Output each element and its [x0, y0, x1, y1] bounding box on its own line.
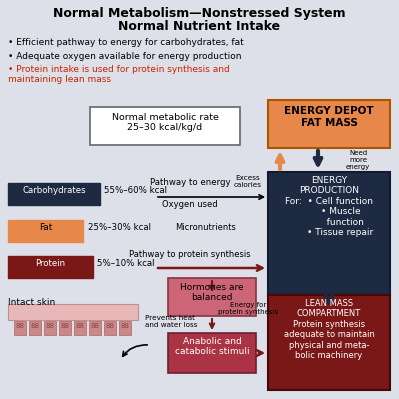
Text: Hormones are
balanced: Hormones are balanced	[180, 283, 244, 302]
Text: • Efficient pathway to energy for carbohydrates, fat: • Efficient pathway to energy for carboh…	[8, 38, 244, 47]
Bar	[59, 321, 71, 335]
Text: ENERGY DEPOT
FAT MASS: ENERGY DEPOT FAT MASS	[284, 106, 374, 128]
Text: 25%–30% kcal: 25%–30% kcal	[88, 223, 151, 232]
Text: LEAN MASS
COMPARTMENT
Protein synthesis
adequate to maintain
physical and meta-
: LEAN MASS COMPARTMENT Protein synthesis …	[284, 299, 374, 360]
Text: Energy for
protein synthesis: Energy for protein synthesis	[218, 302, 278, 315]
Text: Anabolic and
catabolic stimuli: Anabolic and catabolic stimuli	[175, 337, 249, 356]
Text: ENERGY
PRODUCTION
For:  • Cell function
        • Muscle
           function
   : ENERGY PRODUCTION For: • Cell function •…	[284, 176, 373, 237]
Bar	[268, 172, 390, 295]
Text: 5%–10% kcal: 5%–10% kcal	[97, 259, 154, 268]
Text: 88: 88	[120, 323, 130, 329]
Bar	[14, 321, 26, 335]
Text: Fat: Fat	[40, 223, 53, 232]
Text: 88: 88	[105, 323, 115, 329]
Text: 88: 88	[75, 323, 85, 329]
Bar	[268, 295, 390, 390]
Text: Micronutrients: Micronutrients	[175, 223, 236, 232]
Text: Intact skin: Intact skin	[8, 298, 55, 307]
Text: 55%–60% kcal: 55%–60% kcal	[104, 186, 167, 195]
Text: Normal metabolic rate
25–30 kcal/kg/d: Normal metabolic rate 25–30 kcal/kg/d	[112, 113, 218, 132]
Bar	[268, 100, 390, 148]
Text: Pathway to protein synthesis: Pathway to protein synthesis	[129, 250, 251, 259]
Bar	[8, 304, 138, 320]
Bar	[44, 321, 56, 335]
Bar	[90, 107, 240, 145]
Bar	[119, 321, 131, 335]
Text: Pathway to energy: Pathway to energy	[150, 178, 230, 187]
Text: 88: 88	[45, 323, 55, 329]
Text: Need
more
energy: Need more energy	[346, 150, 370, 170]
Text: Prevents heat
and water loss: Prevents heat and water loss	[145, 315, 198, 328]
Bar	[168, 333, 256, 373]
Text: Oxygen used: Oxygen used	[162, 200, 218, 209]
Text: 88: 88	[61, 323, 69, 329]
Text: Normal Metabolism—Nonstressed System: Normal Metabolism—Nonstressed System	[53, 7, 345, 20]
Text: 88: 88	[30, 323, 40, 329]
Text: Normal Nutrient Intake: Normal Nutrient Intake	[118, 20, 280, 33]
Bar	[29, 321, 41, 335]
Text: Protein: Protein	[35, 259, 65, 268]
Text: Carbohydrates: Carbohydrates	[22, 186, 86, 195]
Bar	[8, 220, 83, 242]
Text: • Protein intake is used for protein synthesis and
maintaining lean mass: • Protein intake is used for protein syn…	[8, 65, 230, 85]
Text: 88: 88	[16, 323, 24, 329]
Bar	[89, 321, 101, 335]
Bar	[104, 321, 116, 335]
Bar	[168, 278, 256, 316]
Bar	[8, 256, 93, 278]
Text: Excess
calories: Excess calories	[234, 175, 262, 188]
Bar	[74, 321, 86, 335]
Text: 88: 88	[91, 323, 99, 329]
Text: • Adequate oxygen available for energy production: • Adequate oxygen available for energy p…	[8, 52, 241, 61]
Bar	[8, 183, 100, 205]
